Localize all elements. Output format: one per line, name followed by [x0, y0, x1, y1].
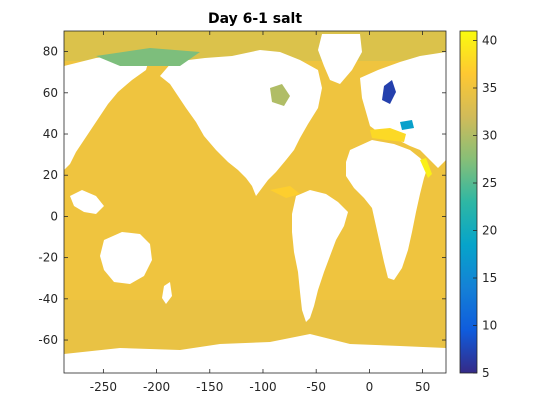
x-tick-label: -250 [90, 380, 117, 394]
y-tick-label: -40 [38, 292, 58, 306]
y-axis: 80 60 40 20 0 -20 -40 -60 [38, 45, 446, 347]
colorbar: 40 35 30 25 20 15 10 5 [459, 30, 497, 380]
land-south-america [292, 190, 348, 322]
axes-frame [63, 30, 447, 374]
chart-title: Day 6-1 salt [208, 11, 302, 27]
land-east-asia [64, 54, 150, 170]
y-tick-label: 80 [43, 45, 58, 59]
x-axis: -250 -200 -150 -100 -50 0 50 [90, 31, 430, 394]
x-tick-label: -150 [196, 380, 223, 394]
land-new-zealand [162, 282, 172, 304]
x-tick-label: 50 [415, 380, 430, 394]
colorbar-tick-label: 10 [482, 319, 497, 333]
colorbar-scale [459, 30, 478, 374]
hudson-bay [270, 84, 290, 106]
caribbean-sea [270, 186, 300, 198]
y-tick-label: 20 [43, 168, 58, 182]
land-se-asia-islands [70, 190, 104, 214]
y-tick-label: -20 [38, 251, 58, 265]
arctic-low-salinity [96, 48, 200, 66]
colorbar-tick-label: 15 [482, 271, 497, 285]
x-tick-label: -100 [249, 380, 276, 394]
colorbar-tick-label: 40 [482, 34, 497, 48]
y-tick-label: 40 [43, 127, 58, 141]
colorbar-ticks: 40 35 30 25 20 15 10 5 [473, 34, 497, 380]
colorbar-tick-label: 25 [482, 176, 497, 190]
land-greenland [318, 34, 362, 84]
y-tick-label: 60 [43, 86, 58, 100]
colorbar-tick-label: 20 [482, 224, 497, 238]
x-tick-label: -50 [306, 380, 326, 394]
baltic-sea [382, 80, 396, 104]
x-tick-label: 0 [366, 380, 374, 394]
land-antarctica [64, 334, 446, 373]
red-sea [420, 158, 432, 178]
land-africa [346, 140, 428, 280]
colorbar-tick-label: 35 [482, 81, 497, 95]
colorbar-tick-label: 30 [482, 129, 497, 143]
land-eurasia [360, 52, 446, 168]
land-australia [100, 232, 152, 284]
colorbar-tick-label: 5 [482, 366, 490, 380]
black-sea [400, 120, 414, 130]
y-tick-label: 0 [50, 209, 58, 223]
y-tick-label: -60 [38, 333, 58, 347]
x-tick-label: -200 [143, 380, 170, 394]
marginal-seas [96, 48, 432, 198]
mediterranean-sea [370, 128, 406, 142]
plot-area [64, 31, 446, 373]
